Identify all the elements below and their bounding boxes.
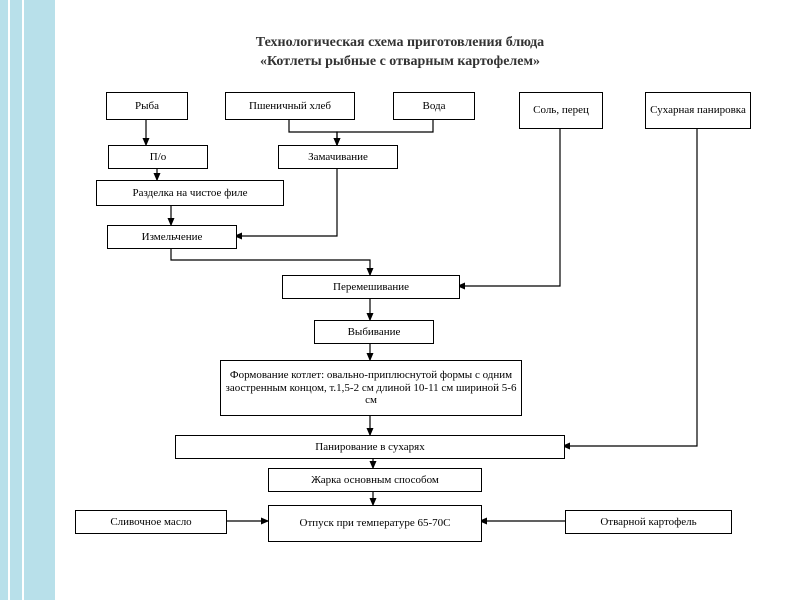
- node-panir: Сухарная панировка: [645, 92, 751, 129]
- node-bread: Пшеничный хлеб: [225, 92, 355, 120]
- edge-panir-bread2: [563, 127, 697, 446]
- node-serve: Отпуск при температуре 65-70С: [268, 505, 482, 542]
- node-beat: Выбивание: [314, 320, 434, 344]
- node-butter: Сливочное масло: [75, 510, 227, 534]
- node-water: Вода: [393, 92, 475, 120]
- decorative-sidebar: [0, 0, 55, 600]
- edge-salt-mix: [458, 127, 560, 286]
- node-fillet: Разделка на чистое филе: [96, 180, 284, 206]
- edge-grind-mix: [171, 247, 370, 275]
- node-fish: Рыба: [106, 92, 188, 120]
- title-line-2: «Котлеты рыбные с отварным картофелем»: [0, 54, 800, 70]
- node-mix: Перемешивание: [282, 275, 460, 299]
- node-grind: Измельчение: [107, 225, 237, 249]
- title-line-1: Технологическая схема приготовления блюд…: [0, 35, 800, 51]
- node-salt: Соль, перец: [519, 92, 603, 129]
- node-potato: Отварной картофель: [565, 510, 732, 534]
- edge-bread-soak: [289, 118, 337, 145]
- node-bread2: Панирование в сухарях: [175, 435, 565, 459]
- node-po: П/о: [108, 145, 208, 169]
- node-fry: Жарка основным способом: [268, 468, 482, 492]
- edge-water-soak: [337, 118, 433, 145]
- node-soak: Замачивание: [278, 145, 398, 169]
- node-form: Формование котлет: овально-приплюснутой …: [220, 360, 522, 416]
